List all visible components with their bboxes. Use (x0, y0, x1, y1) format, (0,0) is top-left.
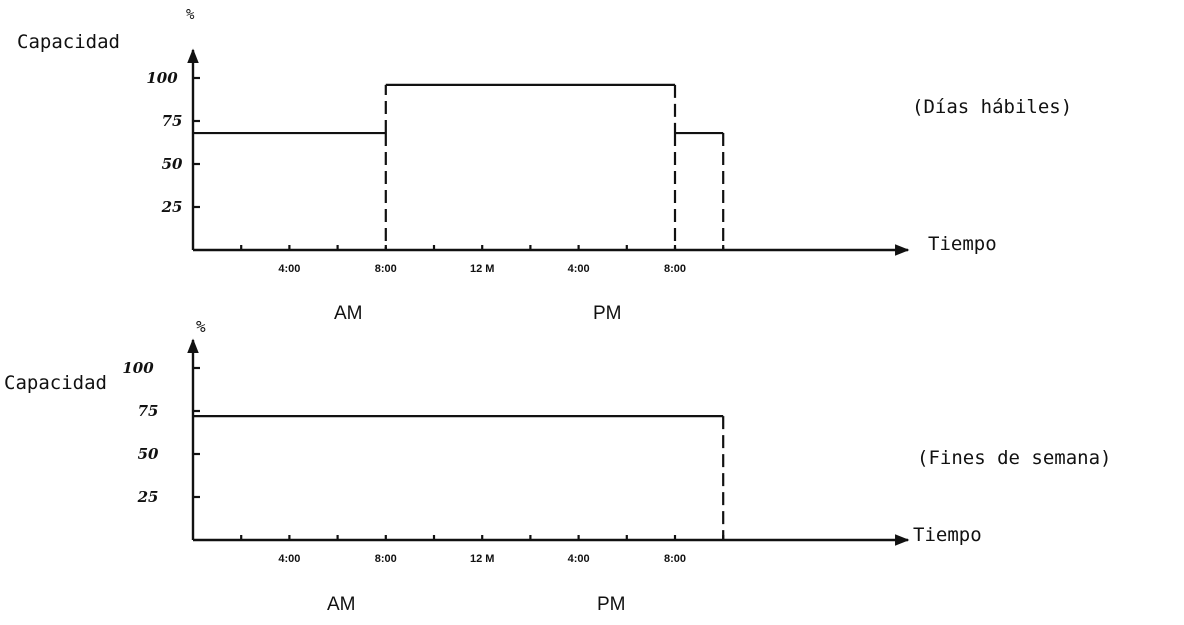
chart-weekends-yunit: % (196, 317, 206, 336)
y-tick-label: 50 (138, 445, 159, 463)
x-tick-label: 8:00 (375, 553, 397, 565)
y-tick-label: 100 (146, 69, 178, 87)
chart-weekdays-pm-label: PM (593, 303, 622, 324)
chart-weekdays-yunit: % (186, 7, 195, 23)
y-tick-label: 50 (162, 155, 183, 173)
x-tick-label: 4:00 (278, 263, 300, 275)
chart-weekends-pm-label: PM (597, 594, 626, 615)
x-tick-label: 12 M (470, 553, 494, 565)
chart-weekends-ylabel: Capacidad (4, 372, 107, 394)
y-tick-label: 25 (137, 488, 159, 506)
x-tick-label: 12 M (470, 263, 494, 275)
x-tick-label: 8:00 (375, 263, 397, 275)
chart-weekdays-ylabel: Capacidad (17, 31, 120, 53)
x-tick-label: 4:00 (568, 263, 590, 275)
x-tick-label: 8:00 (664, 263, 686, 275)
x-tick-label: 8:00 (664, 553, 686, 565)
chart-weekdays: Capacidad % (Días hábiles) Tiempo 25 50 75… (17, 7, 1072, 324)
chart-weekdays-am-label: AM (334, 303, 363, 324)
chart-weekends-xlabel: Tiempo (913, 524, 982, 546)
chart-weekdays-xlabel: Tiempo (928, 233, 997, 255)
chart-weekends-title: (Fines de semana) (917, 447, 1111, 469)
x-tick-label: 4:00 (278, 553, 300, 565)
chart-weekdays-title: (Días hábiles) (912, 96, 1072, 118)
y-tick-label: 75 (138, 402, 159, 420)
y-tick-label: 25 (161, 198, 183, 216)
chart-weekends: Capacidad % (Fines de semana) Tiempo 25 5… (4, 317, 1111, 615)
chart-weekends-am-label: AM (327, 594, 356, 615)
x-tick-label: 4:00 (568, 553, 590, 565)
y-tick-label: 75 (162, 112, 183, 130)
y-tick-label: 100 (122, 359, 154, 377)
